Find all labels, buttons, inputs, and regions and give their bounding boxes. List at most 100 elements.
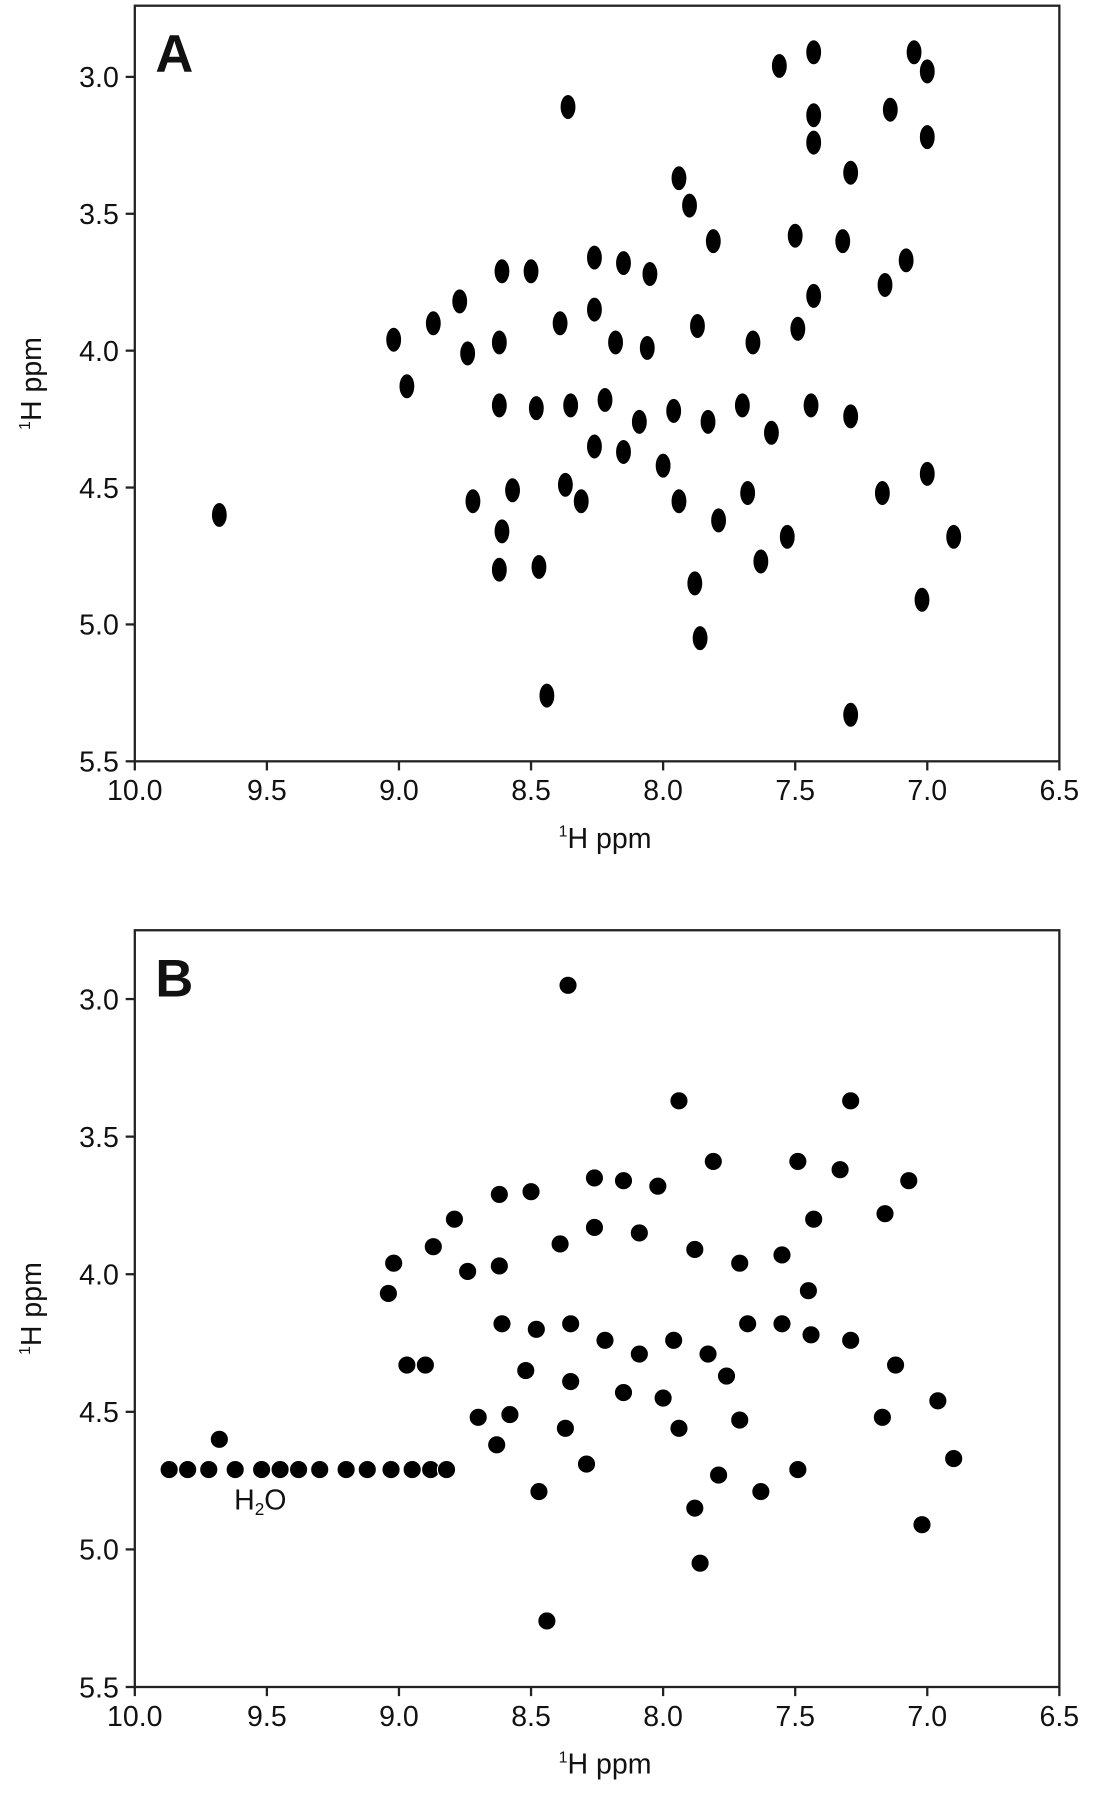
y-tick-label: 3.5: [79, 199, 119, 231]
cross-peak: [665, 397, 683, 425]
cross-peak: [457, 1261, 478, 1282]
cross-peak: [529, 1481, 549, 1502]
cross-peak: [918, 123, 936, 151]
cross-peak: [336, 1459, 356, 1480]
cross-peak: [560, 1314, 581, 1334]
x-axis-label-text: H ppm: [568, 823, 652, 855]
cross-peak: [873, 479, 891, 507]
y-axis-label-sup: 1: [17, 421, 34, 430]
cross-peak: [493, 258, 511, 285]
cross-peak: [669, 1091, 689, 1111]
cross-peak: [918, 58, 936, 85]
cross-peak: [385, 326, 403, 353]
cross-peak: [703, 1151, 724, 1172]
cross-peak: [486, 1435, 507, 1455]
cross-peak: [805, 129, 823, 156]
cross-peak: [444, 1209, 465, 1229]
cross-peak: [653, 1388, 673, 1408]
cross-peak: [397, 1355, 417, 1375]
y-tick-label: 5.5: [79, 1672, 119, 1704]
cross-peak: [357, 1459, 377, 1480]
cross-peak: [489, 1256, 510, 1276]
cross-peak: [752, 548, 770, 575]
y-tick-label: 4.0: [79, 1259, 119, 1291]
cross-peak: [733, 392, 751, 419]
cross-peak: [550, 1234, 570, 1254]
cross-peak: [885, 1355, 906, 1375]
cross-peak: [526, 1319, 547, 1339]
cross-peak: [630, 408, 648, 435]
cross-peak: [842, 701, 860, 728]
x-tick-label: 7.5: [775, 1701, 815, 1733]
cross-peak: [555, 1418, 576, 1439]
x-tick-label: 6.5: [1040, 775, 1080, 807]
cross-peak: [537, 1611, 557, 1631]
cross-peak: [381, 1459, 401, 1480]
x-tick-label: 9.0: [379, 775, 419, 807]
cross-peak: [490, 329, 508, 356]
y-axis-label-text: H ppm: [16, 1262, 48, 1346]
x-tick-label: 8.0: [643, 775, 683, 807]
cross-peak: [708, 1465, 729, 1485]
cross-peak: [607, 329, 625, 356]
cross-peak: [629, 1344, 650, 1364]
cross-peak: [918, 460, 936, 487]
cross-peak: [503, 477, 522, 504]
cross-peak: [383, 1253, 404, 1273]
cross-peak: [210, 501, 228, 529]
cross-peak: [802, 392, 820, 419]
cross-peak: [943, 1448, 964, 1469]
cross-peak: [551, 310, 569, 337]
cross-peak: [584, 1217, 605, 1238]
cross-peak: [834, 228, 852, 255]
cross-peak: [521, 1181, 541, 1202]
cross-peak: [310, 1459, 330, 1480]
cross-peak: [522, 258, 540, 285]
panel: 10.0 9.5 9.0 8.5 8.0 7.5 7.0 6.5 3.0 3.5 4.0 4.5 5.0…: [16, 929, 1079, 1781]
cross-peak: [770, 52, 788, 80]
cross-peak: [840, 1091, 861, 1111]
cross-peak: [648, 1176, 668, 1196]
cross-peak: [641, 260, 659, 288]
cross-peak: [688, 312, 707, 340]
x-tick-label: 7.5: [775, 775, 815, 807]
x-axis-label-sup: 1: [559, 1749, 568, 1766]
y-tick-label: 4.0: [79, 336, 119, 368]
y-axis-label: 1H ppm: [16, 337, 48, 430]
y-tick-label: 3.0: [79, 62, 119, 94]
cross-peak: [798, 1281, 819, 1301]
cross-peak: [663, 1330, 684, 1350]
x-tick-label: 8.5: [511, 775, 551, 807]
cross-peak: [928, 1391, 948, 1411]
cross-peak: [585, 296, 603, 323]
cross-peak: [913, 586, 931, 613]
plot-frame: [133, 4, 1061, 763]
cross-peak: [159, 1459, 179, 1480]
annotation-part: H: [234, 1485, 255, 1517]
cross-peak: [225, 1459, 245, 1480]
cross-peak: [691, 624, 709, 652]
cross-peak: [739, 479, 757, 507]
cross-peak: [576, 1454, 597, 1474]
cross-peak: [451, 288, 469, 315]
cross-peak: [772, 1245, 792, 1265]
cross-peak: [415, 1355, 436, 1375]
cross-peak: [398, 373, 416, 400]
x-axis-label: 1H ppm: [559, 823, 652, 855]
x-tick-label: 9.5: [247, 1701, 287, 1733]
cross-peak: [710, 507, 728, 534]
cross-peak: [778, 523, 796, 550]
cross-peak: [842, 403, 860, 430]
y-axis-label-text: H ppm: [16, 337, 48, 421]
y-tick-label: 4.5: [79, 1397, 119, 1429]
cross-peak: [786, 222, 804, 249]
cross-peak: [638, 334, 656, 362]
annotation-part: O: [264, 1485, 286, 1517]
cross-peak: [177, 1459, 198, 1480]
cross-peak: [378, 1283, 399, 1304]
cross-peak: [516, 1360, 536, 1381]
cross-peak: [489, 1184, 510, 1205]
cross-peak: [698, 1344, 718, 1364]
x-tick-label: 7.0: [907, 775, 947, 807]
